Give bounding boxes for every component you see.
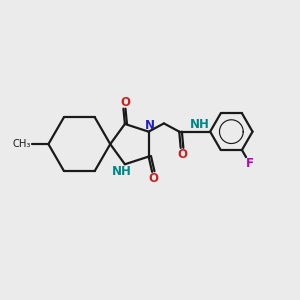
Text: NH: NH <box>190 118 210 131</box>
Text: NH: NH <box>111 165 131 178</box>
Text: O: O <box>148 172 159 185</box>
Text: CH₃: CH₃ <box>12 139 31 149</box>
Text: F: F <box>246 157 254 170</box>
Text: N: N <box>145 119 155 132</box>
Text: O: O <box>120 96 130 109</box>
Text: O: O <box>177 148 187 161</box>
